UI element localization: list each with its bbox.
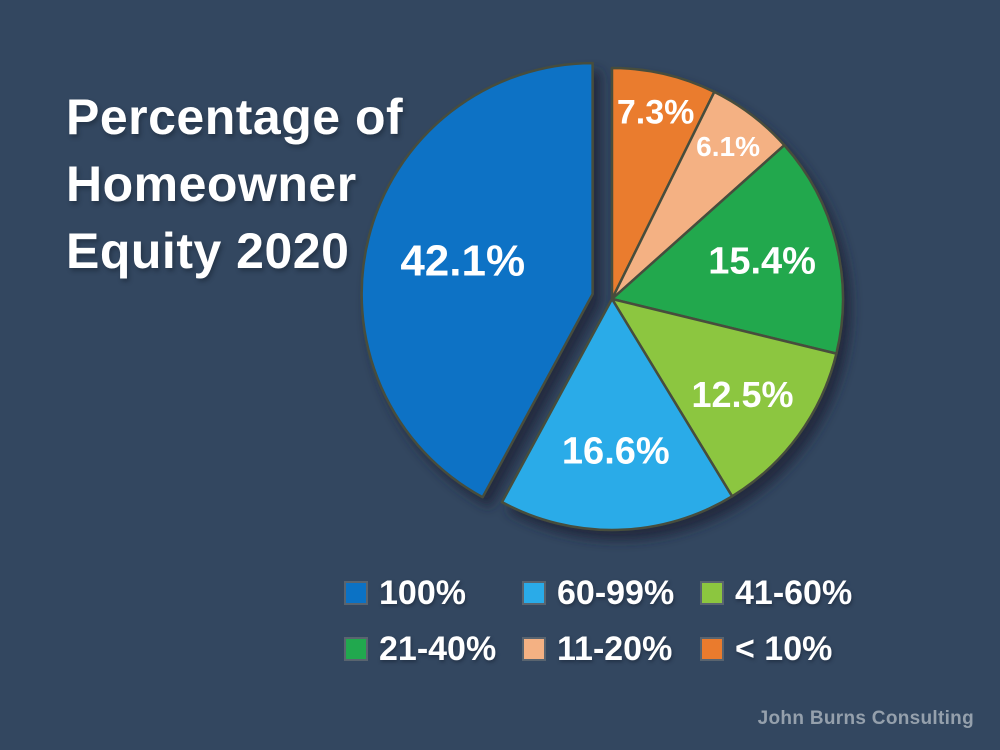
- pie-slice-21-40-: [610, 143, 845, 355]
- pie-slice-value-label: 16.6%: [562, 430, 670, 472]
- legend-item-41-60-: 41-60%: [700, 573, 878, 612]
- legend-label: 11-20%: [557, 629, 673, 668]
- legend-item-21-40-: 21-40%: [344, 629, 522, 668]
- pie-slice--10-: [610, 66, 716, 301]
- pie-slice-value-label: 6.1%: [696, 131, 760, 162]
- pie-slice-value-label: 15.4%: [708, 241, 816, 283]
- legend-swatch: [522, 581, 546, 605]
- attribution-text: John Burns Consulting: [757, 708, 974, 729]
- pie-slice-value-label: 12.5%: [691, 374, 793, 415]
- legend-label: 41-60%: [735, 573, 853, 612]
- legend-swatch: [700, 637, 724, 661]
- legend-label: 100%: [379, 573, 466, 612]
- legend-swatch: [344, 637, 368, 661]
- chart-title-line-2: Homeowner: [66, 156, 357, 212]
- legend-swatch: [344, 581, 368, 605]
- legend: 100% 60-99% 41-60% 21-40% 11-20% < 10%: [344, 573, 878, 668]
- legend-swatch: [522, 637, 546, 661]
- legend-label: < 10%: [735, 629, 833, 668]
- legend-label: 21-40%: [379, 629, 497, 668]
- legend-item-100-: 100%: [344, 573, 522, 612]
- legend-item-60-99-: 60-99%: [522, 573, 700, 612]
- legend-label: 60-99%: [557, 573, 675, 612]
- chart-title: Percentage of Homeowner Equity 2020: [66, 84, 426, 285]
- pie-slice-100-: [360, 61, 594, 499]
- pie-slice-value-label: 42.1%: [400, 237, 525, 286]
- legend-item-11-20-: 11-20%: [522, 629, 700, 668]
- pie-slice-41-60-: [610, 297, 838, 498]
- legend-swatch: [700, 581, 724, 605]
- pie-slice-value-label: 7.3%: [617, 93, 695, 131]
- legend-item--10-: < 10%: [700, 629, 878, 668]
- chart-title-line-1: Percentage of: [66, 89, 404, 145]
- pie-slice-60-99-: [500, 297, 734, 532]
- chart-title-line-3: Equity 2020: [66, 223, 350, 279]
